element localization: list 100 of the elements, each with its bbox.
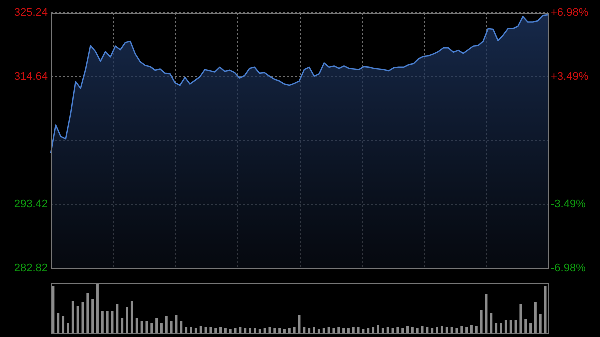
- bar: [185, 327, 188, 333]
- bar: [150, 324, 154, 333]
- bar: [170, 322, 173, 333]
- bar: [239, 328, 242, 333]
- bar: [106, 311, 109, 333]
- bar: [456, 328, 458, 333]
- bar: [126, 308, 129, 333]
- bar: [96, 283, 99, 333]
- bar: [258, 329, 262, 333]
- bar: [372, 327, 375, 333]
- bar: [382, 328, 384, 333]
- bar: [303, 327, 306, 333]
- bar: [367, 328, 370, 333]
- bar: [165, 316, 168, 333]
- bar: [328, 327, 330, 333]
- bar: [490, 313, 493, 333]
- y2-tick-label: -3.49%: [551, 198, 586, 211]
- bar: [268, 328, 272, 333]
- bar: [446, 328, 448, 333]
- y2-tick-label: +6.98%: [551, 7, 589, 20]
- bar: [200, 326, 202, 333]
- bar: [524, 320, 528, 333]
- y-tick-label: 282.82: [14, 262, 48, 274]
- bar: [66, 324, 70, 333]
- bar: [362, 329, 365, 333]
- bar: [450, 327, 454, 333]
- bar: [190, 327, 192, 333]
- bar: [160, 324, 163, 333]
- bar: [318, 329, 320, 333]
- bar: [347, 328, 350, 333]
- bar: [440, 326, 444, 333]
- bar: [377, 326, 380, 333]
- bar: [500, 324, 502, 333]
- bar: [504, 320, 508, 333]
- bar: [426, 327, 429, 333]
- y-tick-label: 314.64: [14, 70, 48, 83]
- bar: [293, 327, 296, 333]
- bar: [510, 320, 512, 333]
- bar: [520, 304, 522, 333]
- bar: [431, 328, 434, 333]
- bar: [460, 326, 464, 333]
- bar: [264, 328, 266, 333]
- bar: [92, 299, 94, 333]
- bar: [136, 318, 138, 333]
- bar: [244, 328, 247, 333]
- bar: [539, 314, 542, 333]
- bar: [406, 326, 409, 333]
- bar: [194, 328, 198, 333]
- bar: [475, 326, 478, 333]
- bar: [544, 286, 547, 333]
- bar: [466, 327, 468, 333]
- bar: [402, 328, 404, 333]
- bar: [254, 328, 256, 333]
- bar: [342, 328, 346, 333]
- bar: [357, 328, 360, 333]
- bar: [421, 326, 424, 333]
- y2-tick-label: -6.98%: [551, 262, 586, 274]
- bar: [249, 328, 252, 333]
- bar: [146, 322, 148, 333]
- y-tick-label: 293.42: [14, 198, 48, 211]
- bar: [220, 328, 222, 333]
- y-tick-label: 325.24: [14, 7, 48, 20]
- bar: [278, 328, 282, 333]
- bar: [86, 294, 90, 333]
- bar: [495, 324, 498, 333]
- bar: [534, 302, 537, 333]
- bar: [411, 327, 414, 333]
- bar: [214, 328, 218, 333]
- bar: [101, 311, 104, 333]
- bar: [76, 306, 80, 333]
- bar: [416, 328, 419, 333]
- bar: [288, 328, 291, 333]
- bar: [338, 328, 340, 333]
- bar: [386, 328, 390, 333]
- bar: [180, 322, 183, 333]
- bar: [308, 328, 311, 333]
- bar: [530, 324, 532, 333]
- bar: [313, 327, 316, 333]
- bar: [210, 327, 212, 333]
- bar: [156, 318, 158, 333]
- bar: [274, 328, 276, 333]
- bar: [62, 316, 65, 333]
- bar: [121, 318, 124, 333]
- bar: [470, 326, 473, 333]
- bar: [229, 329, 232, 333]
- bar: [284, 329, 286, 333]
- bar: [322, 328, 326, 333]
- bar: [72, 302, 74, 333]
- bar: [332, 328, 336, 333]
- bar: [140, 322, 144, 333]
- y2-tick-label: +3.49%: [551, 70, 589, 83]
- bar: [234, 328, 237, 333]
- bar: [352, 327, 355, 333]
- bar: [480, 310, 483, 333]
- bar: [224, 328, 227, 333]
- bar: [436, 327, 439, 333]
- bar: [52, 286, 55, 333]
- bar: [116, 304, 119, 333]
- bar: [396, 327, 400, 333]
- bar: [130, 302, 134, 333]
